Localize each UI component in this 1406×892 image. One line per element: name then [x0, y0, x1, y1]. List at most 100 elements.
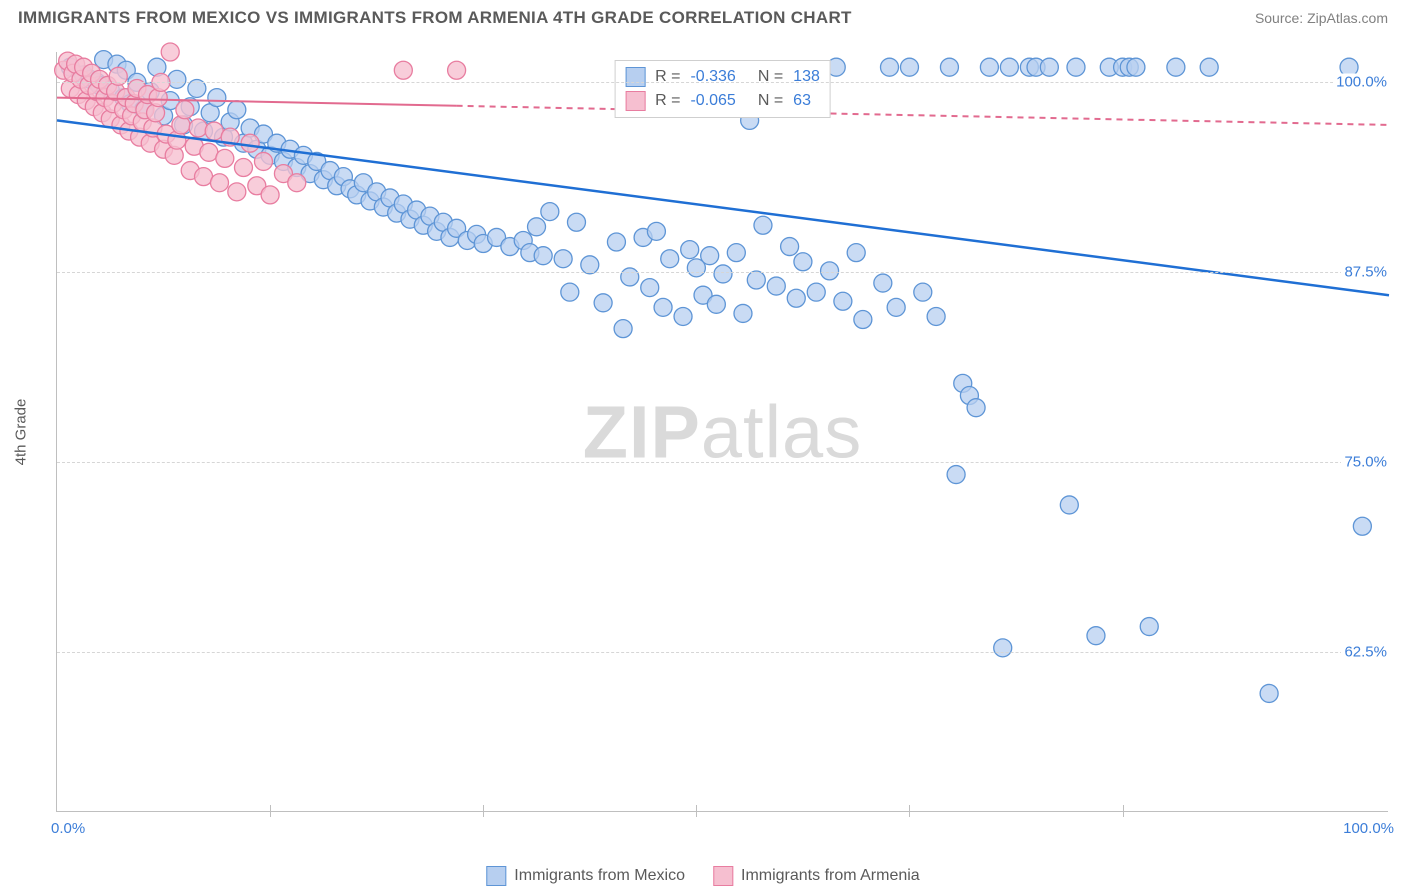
data-point	[161, 43, 179, 61]
gridline	[57, 652, 1388, 653]
data-point	[528, 218, 546, 236]
data-point	[767, 277, 785, 295]
gridline	[57, 462, 1388, 463]
y-axis-label: 4th Grade	[13, 398, 30, 465]
legend-n-label: N =	[758, 92, 783, 110]
data-point	[674, 307, 692, 325]
title-bar: IMMIGRANTS FROM MEXICO VS IMMIGRANTS FRO…	[0, 0, 1406, 34]
data-point	[448, 61, 466, 79]
data-point	[594, 294, 612, 312]
data-point	[707, 295, 725, 313]
legend-swatch	[625, 67, 645, 87]
legend-label: Immigrants from Armenia	[741, 867, 920, 885]
data-point	[1060, 496, 1078, 514]
x-tick-mark	[270, 805, 271, 817]
data-point	[394, 61, 412, 79]
data-point	[554, 250, 572, 268]
data-point	[541, 203, 559, 221]
legend-r-label: R =	[655, 92, 680, 110]
data-point	[914, 283, 932, 301]
data-point	[654, 298, 672, 316]
data-point	[947, 466, 965, 484]
gridline	[57, 272, 1388, 273]
legend-r-value: -0.065	[690, 92, 735, 110]
data-point	[661, 250, 679, 268]
y-tick-label: 100.0%	[1333, 74, 1390, 91]
data-point	[534, 247, 552, 265]
data-point	[980, 58, 998, 76]
data-point	[927, 307, 945, 325]
data-point	[1353, 517, 1371, 535]
x-tick-mark	[909, 805, 910, 817]
data-point	[581, 256, 599, 274]
data-point	[614, 320, 632, 338]
x-axis-min-label: 0.0%	[51, 820, 85, 837]
data-point	[211, 174, 229, 192]
legend-row: R =-0.336N =138	[625, 65, 820, 89]
legend-swatch	[625, 91, 645, 111]
data-point	[647, 222, 665, 240]
data-point	[208, 89, 226, 107]
data-point	[734, 304, 752, 322]
data-point	[887, 298, 905, 316]
legend-n-value: 63	[793, 92, 811, 110]
data-point	[228, 101, 246, 119]
chart-title: IMMIGRANTS FROM MEXICO VS IMMIGRANTS FRO…	[18, 8, 852, 28]
data-point	[727, 244, 745, 262]
data-point	[195, 168, 213, 186]
data-point	[607, 233, 625, 251]
data-point	[216, 149, 234, 167]
data-point	[228, 183, 246, 201]
data-point	[1260, 684, 1278, 702]
data-point	[747, 271, 765, 289]
x-axis-max-label: 100.0%	[1343, 820, 1394, 837]
data-point	[200, 143, 218, 161]
data-point	[854, 311, 872, 329]
data-point	[847, 244, 865, 262]
data-point	[1000, 58, 1018, 76]
data-point	[807, 283, 825, 301]
data-point	[787, 289, 805, 307]
legend-item: Immigrants from Mexico	[486, 866, 685, 886]
data-point	[1087, 627, 1105, 645]
source-label: Source: ZipAtlas.com	[1255, 10, 1388, 26]
data-point	[1040, 58, 1058, 76]
data-point	[561, 283, 579, 301]
y-tick-label: 75.0%	[1341, 454, 1390, 471]
gridline	[57, 82, 1388, 83]
data-point	[176, 101, 194, 119]
data-point	[881, 58, 899, 76]
data-point	[205, 122, 223, 140]
data-point	[254, 152, 272, 170]
legend-row: R = -0.065 N = 63	[625, 89, 820, 113]
regression-line-dashed	[457, 106, 1389, 125]
data-point	[641, 279, 659, 297]
scatter-plot	[57, 52, 1388, 811]
data-point	[874, 274, 892, 292]
chart-area: 4th Grade ZIPatlas R =-0.336N =138R =-0.…	[56, 52, 1388, 812]
legend-series: Immigrants from Mexico Immigrants from Ar…	[486, 866, 919, 886]
data-point	[1140, 618, 1158, 636]
legend-item: Immigrants from Armenia	[713, 866, 920, 886]
data-point	[1167, 58, 1185, 76]
data-point	[567, 213, 585, 231]
data-point	[701, 247, 719, 265]
data-point	[900, 58, 918, 76]
data-point	[234, 159, 252, 177]
legend-label: Immigrants from Mexico	[514, 867, 685, 885]
data-point	[994, 639, 1012, 657]
data-point	[168, 70, 186, 88]
data-point	[754, 216, 772, 234]
legend-swatch	[486, 866, 506, 886]
data-point	[189, 119, 207, 137]
y-tick-label: 87.5%	[1341, 264, 1390, 281]
data-point	[794, 253, 812, 271]
data-point	[621, 268, 639, 286]
y-tick-label: 62.5%	[1341, 644, 1390, 661]
data-point	[1067, 58, 1085, 76]
data-point	[261, 186, 279, 204]
data-point	[967, 399, 985, 417]
data-point	[288, 174, 306, 192]
legend-swatch	[713, 866, 733, 886]
x-tick-mark	[1123, 805, 1124, 817]
